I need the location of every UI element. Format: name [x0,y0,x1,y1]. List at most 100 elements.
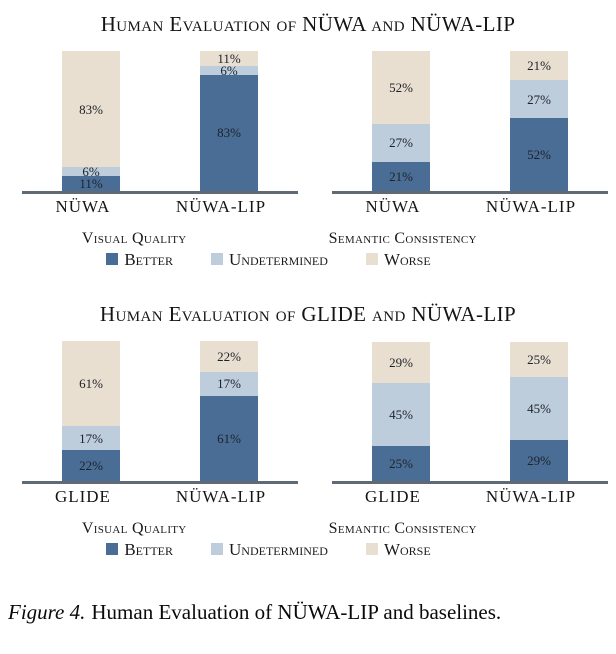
panel-captions-row: Visual Quality Semantic Consistency [0,520,537,538]
segment-better: 21% [372,161,430,191]
bar-nuwa-lip: 11% 6% 83% [200,51,258,191]
segment-value-label: 83% [217,125,241,141]
panel-visual-quality: 61% 17% 22% 22% 17% 61% GLIDE NÜWA-LIP [22,341,298,507]
segment-undetermined: 6% [200,64,258,77]
segment-value-label: 83% [79,101,103,117]
segment-worse: 83% [62,51,120,168]
panel-caption-semantic-consistency: Semantic Consistency [328,230,477,247]
x-axis-labels: GLIDE NÜWA-LIP [332,487,608,507]
bar-nuwa-lip: 25% 45% 29% [510,341,568,481]
charts-row: 61% 17% 22% 22% 17% 61% GLIDE NÜWA-LIP [22,341,608,507]
segment-better: 11% [62,175,120,191]
segment-better: 61% [200,395,258,481]
legend-item-better: Better [106,250,173,270]
legend-label: Undetermined [229,540,328,559]
legend: Better Undetermined Worse [0,250,537,270]
segment-undetermined: 17% [62,426,120,451]
segment-value-label: 25% [389,456,413,471]
bar-nuwa: 52% 27% 21% [372,51,430,191]
segment-value-label: 52% [527,147,551,163]
legend-label: Worse [383,540,431,559]
segment-undetermined: 27% [510,80,568,119]
segment-value-label: 22% [217,348,241,364]
segment-value-label: 29% [527,453,551,469]
segment-value-label: 45% [389,407,413,422]
segment-value-label: 11% [79,175,103,191]
x-axis-label-nuwa-lip: NÜWA-LIP [175,487,267,506]
worse-swatch-icon [365,543,378,555]
segment-undetermined: 6% [62,163,120,179]
segment-value-label: 25% [527,352,551,368]
panel-semantic-consistency: 52% 27% 21% 21% 27% 52% NÜWA NÜWA-LIP [332,51,608,217]
segment-worse: 61% [62,341,120,427]
undetermined-swatch-icon [211,543,223,555]
bar-nuwa-lip: 21% 27% 52% [510,51,568,191]
x-axis-label-nuwa: NÜWA [365,197,421,216]
x-axis-label-nuwa-lip: NÜWA-LIP [485,487,577,506]
x-axis-label-nuwa-lip: NÜWA-LIP [485,197,577,216]
x-axis-label-glide: GLIDE [364,487,421,506]
segment-value-label: 21% [389,168,413,184]
chart-group-nuwa: Human Evaluation of NÜWA and NÜWA-LIP 83… [0,12,616,270]
segment-value-label: 61% [217,430,241,446]
bar-nuwa: 83% 6% 11% [62,51,120,191]
charts-row: 83% 6% 11% 11% 6% 83% NÜWA NÜWA-LIP [22,51,608,217]
segment-undetermined: 17% [200,371,258,396]
legend-item-worse: Worse [365,540,431,560]
segment-undetermined: 45% [510,377,568,441]
worse-swatch-icon [365,253,378,265]
segment-worse: 52% [372,51,430,124]
legend-item-worse: Worse [365,250,431,270]
x-axis-label-glide: GLIDE [54,487,111,506]
bar-glide: 29% 45% 25% [372,341,430,481]
plot-area: 83% 6% 11% 11% 6% 83% [22,51,298,194]
better-swatch-icon [106,543,119,555]
x-axis-labels: NÜWA NÜWA-LIP [22,197,298,217]
better-swatch-icon [106,253,119,265]
legend-label: Better [124,540,173,559]
segment-value-label: 27% [389,135,413,151]
segment-value-label: 17% [217,376,241,392]
segment-value-label: 29% [389,355,413,371]
undetermined-swatch-icon [211,253,223,265]
segment-value-label: 45% [527,401,551,417]
segment-value-label: 11% [217,51,241,67]
segment-better: 22% [62,450,120,481]
segment-value-label: 27% [527,91,551,107]
segment-better: 29% [510,440,568,481]
legend: Better Undetermined Worse [0,540,537,560]
segment-better: 25% [372,446,430,481]
plot-area: 52% 27% 21% 21% 27% 52% [332,51,608,194]
segment-undetermined: 45% [372,383,430,446]
figure-caption: Figure 4. Human Evaluation of NÜWA-LIP an… [8,600,616,625]
legend-item-better: Better [106,540,173,560]
plot-area: 29% 45% 25% 25% 45% 29% [332,341,608,484]
chart-group-title: Human Evaluation of NÜWA and NÜWA-LIP [100,12,516,36]
legend-label: Undetermined [229,250,328,269]
panel-caption-visual-quality: Visual Quality [81,230,187,247]
legend-label: Worse [383,250,431,269]
panel-visual-quality: 83% 6% 11% 11% 6% 83% NÜWA NÜWA-LIP [22,51,298,217]
segment-value-label: 22% [79,458,103,474]
segment-better: 52% [510,118,568,191]
x-axis-label-nuwa: NÜWA [55,197,111,216]
bar-glide: 61% 17% 22% [62,341,120,481]
segment-value-label: 61% [79,376,103,392]
x-axis-labels: GLIDE NÜWA-LIP [22,487,298,507]
figure-4: Human Evaluation of NÜWA and NÜWA-LIP 83… [0,12,616,625]
segment-better: 83% [200,74,258,191]
figure-caption-number: Figure 4. [8,600,86,624]
segment-worse: 22% [200,341,258,372]
segment-worse: 11% [200,51,258,67]
figure-caption-text: Human Evaluation of NÜWA-LIP and baselin… [91,600,502,624]
segment-value-label: 6% [82,163,100,179]
plot-area: 61% 17% 22% 22% 17% 61% [22,341,298,484]
x-axis-label-nuwa-lip: NÜWA-LIP [175,197,267,216]
bar-nuwa-lip: 22% 17% 61% [200,341,258,481]
panel-semantic-consistency: 29% 45% 25% 25% 45% 29% GLIDE NÜWA-LIP [332,341,608,507]
x-axis-labels: NÜWA NÜWA-LIP [332,197,608,217]
panel-captions-row: Visual Quality Semantic Consistency [0,230,537,248]
segment-worse: 25% [510,342,568,378]
segment-undetermined: 27% [372,123,430,162]
segment-value-label: 21% [527,58,551,74]
